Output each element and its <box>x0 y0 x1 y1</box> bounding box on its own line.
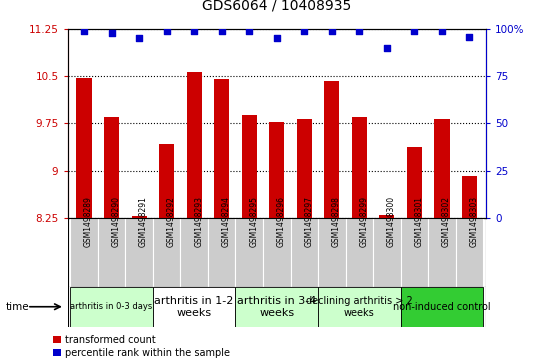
Point <box>410 28 418 34</box>
Bar <box>352 117 367 218</box>
Bar <box>235 287 318 327</box>
Text: GSM1498300: GSM1498300 <box>387 196 396 247</box>
Point <box>218 28 226 34</box>
Bar <box>428 218 456 287</box>
Bar <box>263 218 291 287</box>
Bar <box>373 218 401 287</box>
Text: GSM1498299: GSM1498299 <box>359 196 368 247</box>
Bar <box>132 216 147 218</box>
Text: time: time <box>5 302 29 312</box>
Bar <box>153 287 235 327</box>
Point <box>355 28 363 34</box>
Point <box>327 28 336 34</box>
Text: arthritis in 0-3 days: arthritis in 0-3 days <box>70 302 153 311</box>
Text: GSM1498296: GSM1498296 <box>277 196 286 247</box>
Bar <box>153 218 180 287</box>
Bar <box>77 78 92 218</box>
Bar <box>70 287 153 327</box>
Bar <box>214 79 230 218</box>
Bar <box>235 218 263 287</box>
Bar <box>379 215 394 218</box>
Bar <box>346 218 373 287</box>
Bar <box>180 218 208 287</box>
Bar <box>318 287 401 327</box>
Text: GSM1498291: GSM1498291 <box>139 196 148 247</box>
Point <box>163 28 171 34</box>
Text: GSM1498297: GSM1498297 <box>304 196 313 247</box>
Text: GSM1498292: GSM1498292 <box>167 196 176 247</box>
Bar <box>208 218 235 287</box>
Bar <box>462 176 477 218</box>
Point <box>437 28 446 34</box>
Bar <box>70 218 98 287</box>
Bar <box>324 81 339 218</box>
Legend: transformed count, percentile rank within the sample: transformed count, percentile rank withi… <box>53 335 230 358</box>
Text: GSM1498302: GSM1498302 <box>442 196 451 247</box>
Bar <box>241 115 257 218</box>
Bar <box>125 218 153 287</box>
Text: declining arthritis > 2
weeks: declining arthritis > 2 weeks <box>306 296 413 318</box>
Point <box>382 45 391 51</box>
Bar <box>434 119 449 218</box>
Bar <box>296 119 312 218</box>
Bar <box>401 218 428 287</box>
Bar <box>318 218 346 287</box>
Text: non-induced control: non-induced control <box>393 302 491 312</box>
Text: GSM1498295: GSM1498295 <box>249 196 258 247</box>
Bar <box>401 287 483 327</box>
Point <box>465 34 474 40</box>
Text: GSM1498293: GSM1498293 <box>194 196 203 247</box>
Point <box>245 28 254 34</box>
Bar <box>104 117 119 218</box>
Point <box>273 36 281 41</box>
Text: GSM1498290: GSM1498290 <box>112 196 120 247</box>
Bar <box>98 218 125 287</box>
Point <box>80 28 89 34</box>
Point <box>190 28 199 34</box>
Text: GSM1498289: GSM1498289 <box>84 196 93 247</box>
Text: GSM1498298: GSM1498298 <box>332 196 341 247</box>
Bar <box>269 122 285 218</box>
Text: GSM1498294: GSM1498294 <box>222 196 231 247</box>
Bar <box>291 218 318 287</box>
Bar <box>407 147 422 218</box>
Text: GDS6064 / 10408935: GDS6064 / 10408935 <box>202 0 352 13</box>
Text: GSM1498303: GSM1498303 <box>469 196 478 247</box>
Point <box>107 30 116 36</box>
Text: arthritis in 3-4
weeks: arthritis in 3-4 weeks <box>237 296 316 318</box>
Bar <box>187 72 202 218</box>
Point <box>135 36 144 41</box>
Text: arthritis in 1-2
weeks: arthritis in 1-2 weeks <box>154 296 234 318</box>
Point <box>300 28 308 34</box>
Bar <box>159 144 174 218</box>
Bar <box>456 218 483 287</box>
Text: GSM1498301: GSM1498301 <box>414 196 423 247</box>
